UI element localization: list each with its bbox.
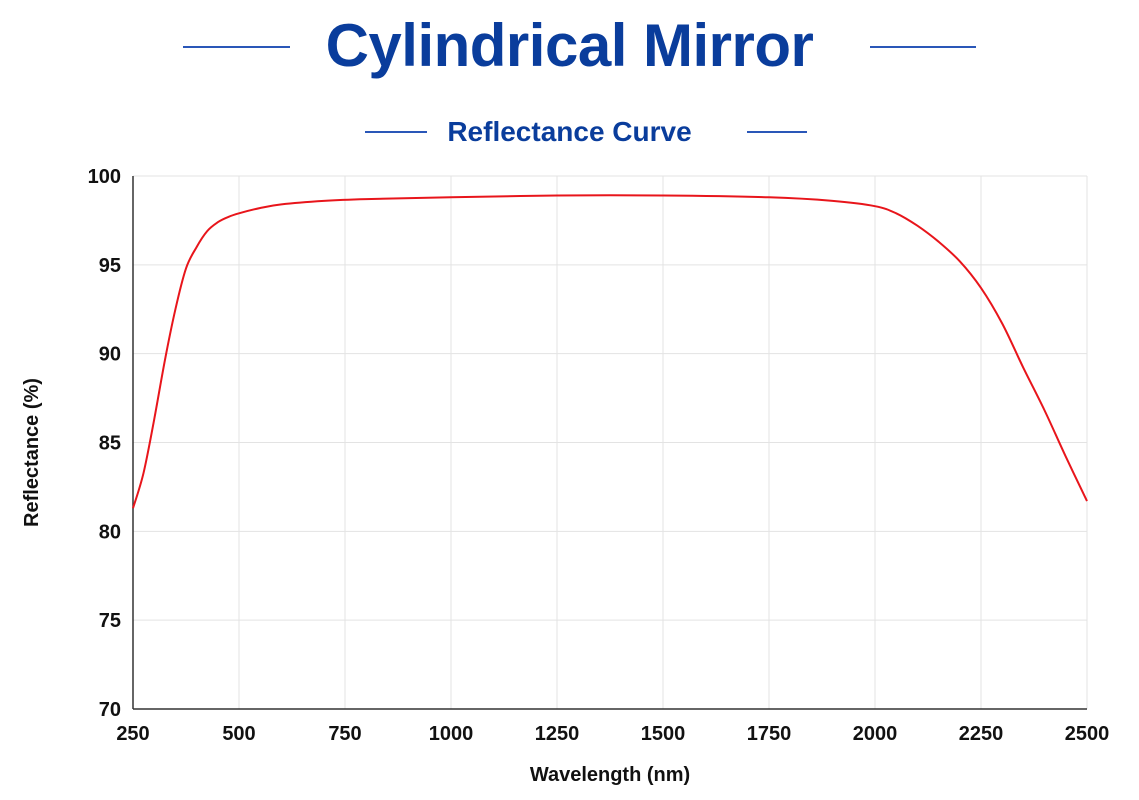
axes [132, 176, 1087, 710]
x-tick-label: 2250 [959, 723, 1004, 745]
y-tick-label: 80 [99, 521, 121, 543]
x-tick-label: 2000 [853, 723, 898, 745]
y-tick-label: 70 [99, 699, 121, 721]
title-right-rule [870, 46, 976, 48]
x-tick-label: 250 [116, 723, 149, 745]
grid-lines [133, 175, 1088, 709]
title-left-rule [183, 46, 290, 48]
x-tick-label: 1500 [641, 723, 686, 745]
x-tick-label: 750 [328, 723, 361, 745]
y-tick-label: 95 [99, 255, 121, 277]
reflectance-series-line [132, 194, 1088, 509]
y-tick-label: 100 [88, 166, 121, 188]
chart-subtitle: Reflectance Curve [447, 116, 692, 147]
series-layer [132, 194, 1088, 509]
x-tick-label: 500 [222, 723, 255, 745]
y-tick-label: 75 [99, 610, 121, 632]
subtitle-left-rule [365, 131, 427, 133]
y-tick-label: 90 [99, 344, 121, 366]
y-tick-label: 85 [99, 433, 121, 455]
x-tick-label: 1750 [747, 723, 792, 745]
page-title: Cylindrical Mirror [325, 12, 814, 79]
x-tick-label: 1000 [429, 723, 474, 745]
x-tick-label: 1250 [535, 723, 580, 745]
tick-labels: 250 500 750 1000 1250 1500 1750 2000 2250 2500 70 7… [88, 166, 1110, 745]
x-tick-label: 2500 [1065, 723, 1110, 745]
subtitle-right-rule [747, 131, 807, 133]
y-axis-label: Reflectance (%) [21, 378, 43, 527]
x-axis-label: Wavelength (nm) [530, 764, 690, 786]
